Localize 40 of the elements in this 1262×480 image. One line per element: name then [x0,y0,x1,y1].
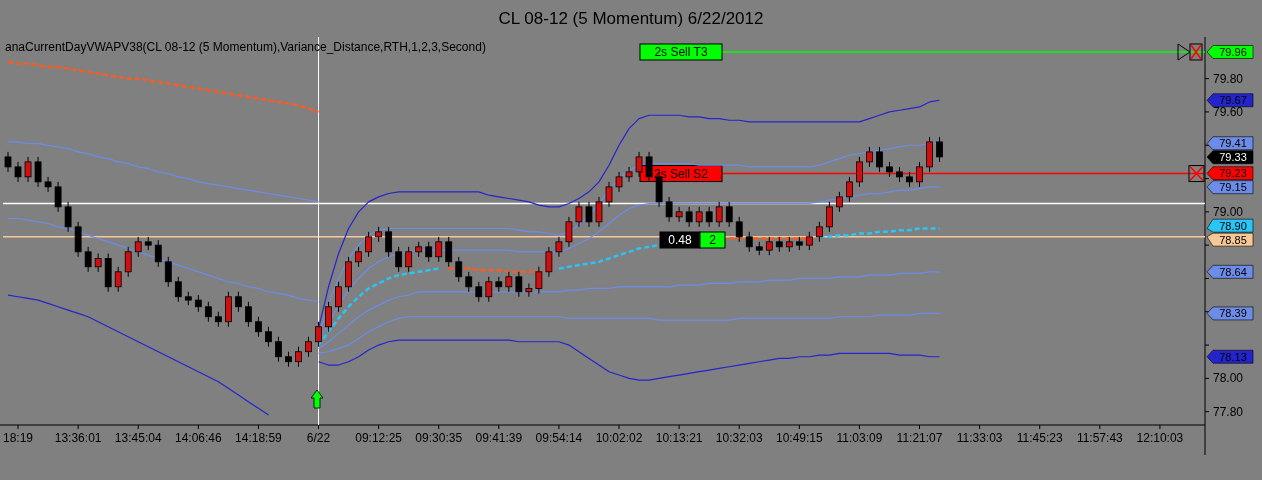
annotation: 2 [709,233,717,247]
ref-line-label: 2s Sell T3 [654,44,708,59]
x-tick-label: 09:12:25 [355,431,403,445]
x-tick-label: 12:10:03 [1136,431,1184,445]
x-tick-label: 11:21:07 [896,431,943,445]
text: 79.41 [1219,137,1247,150]
x-tick-label: 11:57:43 [1076,431,1124,445]
x-tick-label: 14:18:59 [235,431,283,445]
x-tick-label: 14:06:46 [174,431,222,445]
x-tick-label: 13:36:01 [54,431,102,445]
x-tick-label: 10:49:15 [775,431,823,445]
text: 79.33 [1219,151,1247,164]
x-tick-label: 6/22 [306,431,331,445]
x-tick-label: 09:41:39 [475,431,523,445]
x-tick-label: 11:33:03 [956,431,1003,445]
x-tick-label: 09:54:14 [535,431,583,445]
x-tick-label: 10:32:03 [715,431,763,445]
y-tick-label: 79.00 [1213,204,1244,219]
y-tick-label: 79.80 [1213,71,1244,86]
y-tick-label: 79.60 [1213,104,1244,119]
text: 78.39 [1219,307,1247,320]
x-tick-label: 10:02:02 [595,431,643,445]
y-tick-label: 78.00 [1213,371,1244,386]
text: 79.15 [1219,181,1247,194]
x-tick-label: 10:13:21 [655,431,703,445]
text: 79.67 [1219,94,1247,107]
text: 78.64 [1219,265,1247,278]
annotation: 0.48 [668,233,692,247]
text: 78.90 [1219,219,1247,232]
x-tick-label: 11:45:23 [1016,431,1063,445]
text: 78.13 [1219,350,1247,363]
x-tick-label: 13:45:04 [114,431,162,445]
x-tick-label: 11:03:09 [836,431,883,445]
y-tick-label: 77.80 [1213,404,1244,419]
x-tick-label: 09:30:35 [415,431,463,445]
text: 78.85 [1219,233,1247,246]
chart-title: CL 08-12 (5 Momentum) 6/22/2012 [498,9,764,28]
text: 79.23 [1219,167,1247,180]
text: 79.96 [1219,45,1247,58]
x-tick-label: 18:19 [3,431,34,445]
